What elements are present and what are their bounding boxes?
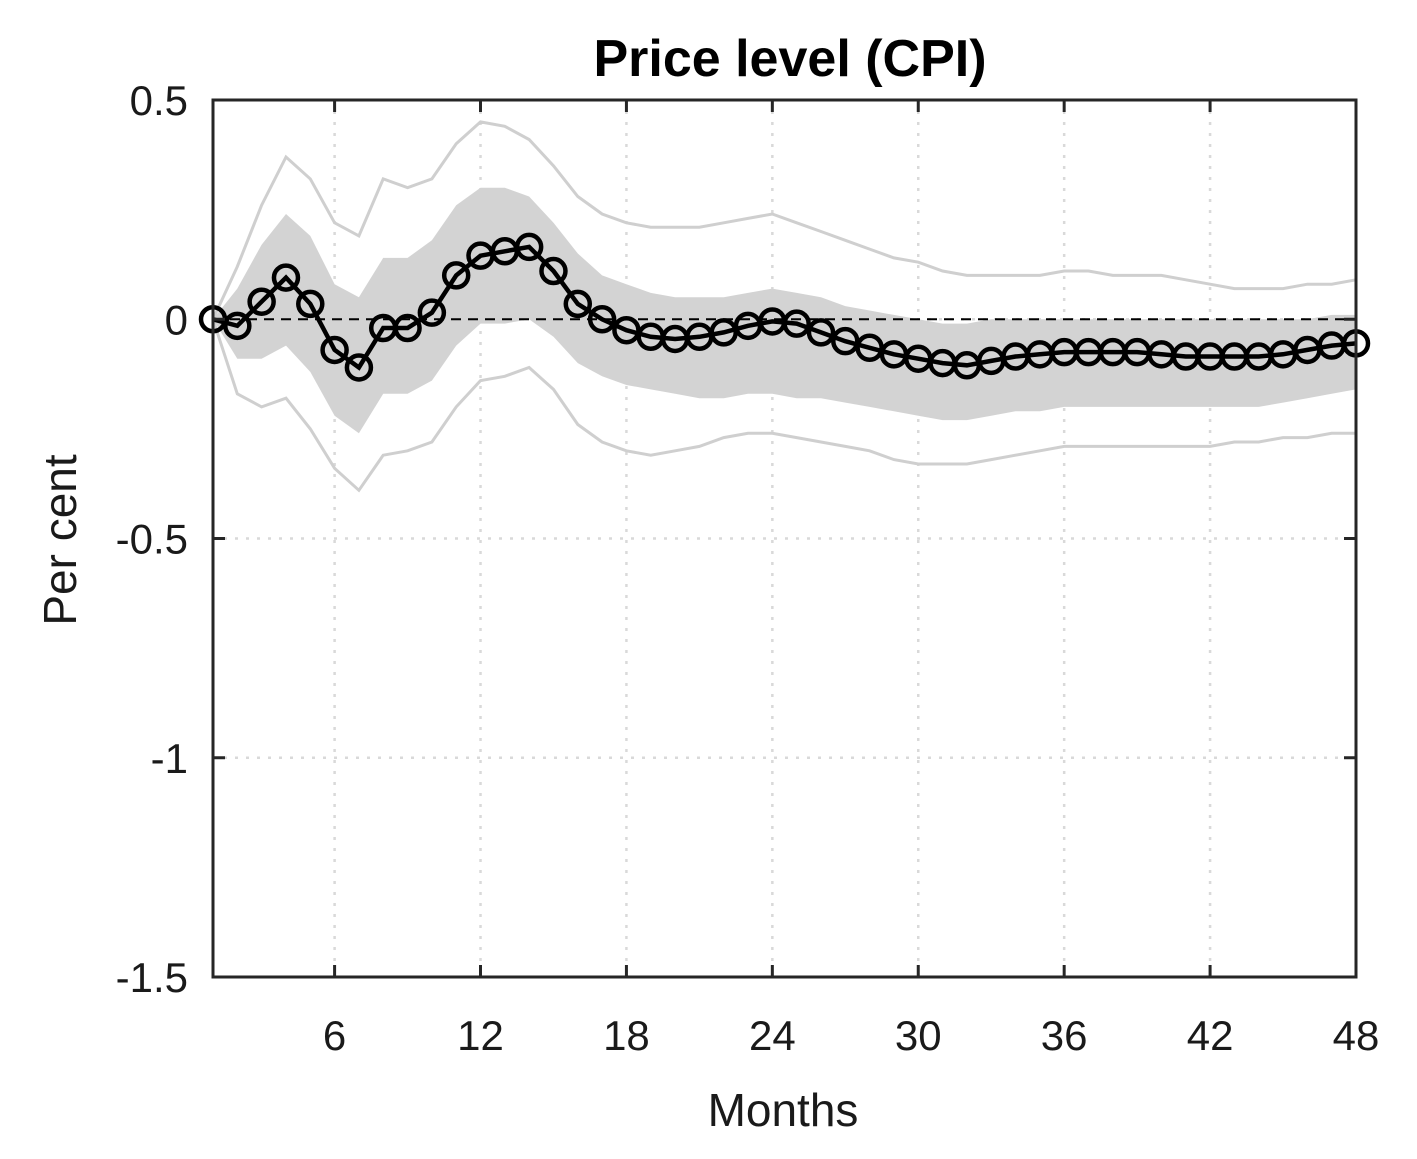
x-tick-label: 42 <box>1187 1012 1234 1059</box>
x-axis-label: Months <box>708 1084 859 1136</box>
plot-background <box>213 100 1356 977</box>
estimate-marker <box>441 261 471 290</box>
x-tick-label: 6 <box>323 1012 346 1059</box>
estimate-marker <box>247 287 276 316</box>
estimate-marker <box>782 309 811 338</box>
y-tick-label: -1 <box>151 735 188 782</box>
estimate-marker <box>344 353 374 382</box>
estimate-marker <box>296 289 325 319</box>
x-axis-tick-labels: 6 12 18 24 30 36 42 48 <box>323 1012 1379 1059</box>
estimate-marker <box>223 311 252 341</box>
y-tick-label: -0.5 <box>116 516 188 563</box>
y-axis-tick-labels: 0.5 0 -0.5 -1 -1.5 <box>116 77 188 1001</box>
x-tick-label: 12 <box>457 1012 504 1059</box>
estimate-marker <box>806 318 836 347</box>
estimate-marker <box>393 313 422 343</box>
y-tick-label: -1.5 <box>116 954 188 1001</box>
estimate-marker <box>539 256 568 286</box>
axis-tick-marks <box>213 98 1358 979</box>
estimate-marker <box>417 298 447 327</box>
x-tick-label: 36 <box>1041 1012 1088 1059</box>
estimate-marker <box>320 335 349 365</box>
y-tick-label: 0.5 <box>130 77 188 124</box>
x-tick-label: 18 <box>603 1012 650 1059</box>
estimate-marker <box>271 263 301 292</box>
y-tick-label: 0 <box>165 296 188 343</box>
x-tick-label: 24 <box>749 1012 796 1059</box>
estimate-marker <box>514 232 544 262</box>
chart-title: Price level (CPI) <box>593 30 986 88</box>
x-tick-label: 30 <box>895 1012 942 1059</box>
plot-area <box>198 98 1371 979</box>
x-tick-label: 48 <box>1333 1012 1380 1059</box>
estimate-marker <box>587 305 617 334</box>
outer-band-upper-line <box>211 120 1357 320</box>
outer-band-lower-line <box>211 318 1356 493</box>
estimate-marker <box>563 289 593 319</box>
y-axis-label: Per cent <box>34 454 86 626</box>
inner-confidence-band <box>213 187 1356 434</box>
